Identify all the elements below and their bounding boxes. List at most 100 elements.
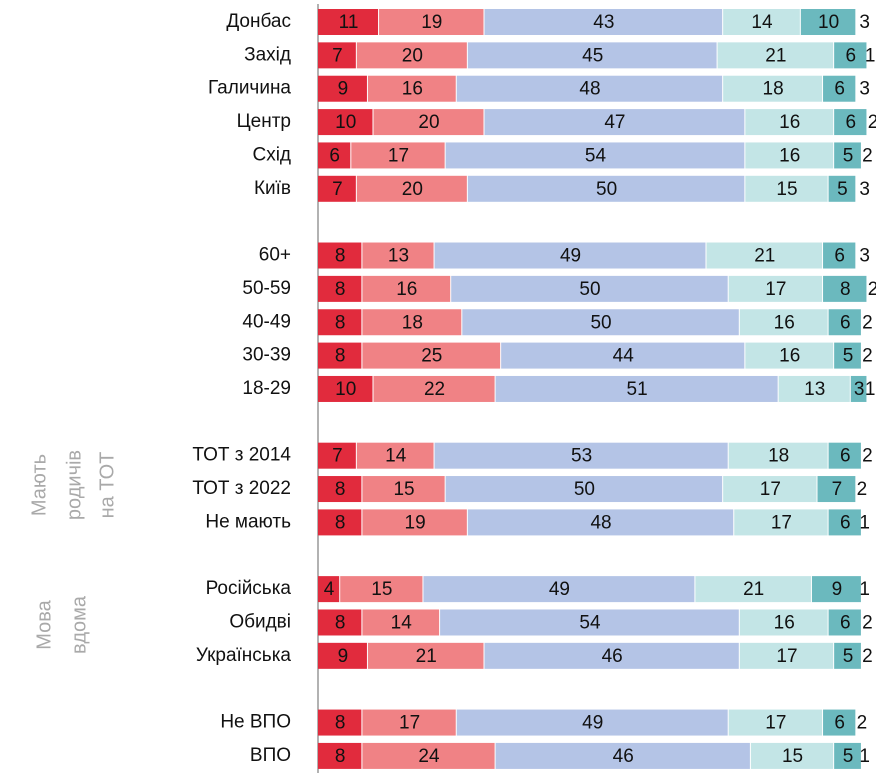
category-label: Російська [206, 578, 292, 599]
bar-segment [739, 309, 828, 336]
data-label: 6 [840, 512, 851, 533]
category-label: Центр [237, 111, 291, 132]
data-label: 50 [574, 479, 595, 500]
category-label: Схід [252, 144, 291, 165]
data-label: 1 [865, 379, 876, 400]
bar-segment [861, 309, 872, 336]
bar-segment [867, 42, 872, 69]
bar-segment [484, 109, 745, 136]
data-label: 50 [596, 179, 617, 200]
bar-segment [834, 142, 861, 169]
bar-segment [462, 309, 739, 336]
bar-segment [867, 109, 876, 136]
data-label: 6 [840, 446, 851, 467]
bar-segment [445, 142, 745, 169]
category-label: ВПО [250, 745, 291, 766]
bar-segment [723, 9, 800, 35]
bar-segment [828, 442, 861, 469]
data-label: 6 [834, 246, 845, 267]
data-label: 3 [859, 79, 870, 100]
bar-segment [362, 309, 462, 336]
data-label: 21 [754, 246, 775, 267]
bar-segment [362, 709, 456, 736]
data-label: 13 [804, 379, 825, 400]
bar-segment [861, 142, 872, 169]
data-label: 49 [582, 713, 603, 734]
category-label: 50-59 [242, 278, 291, 299]
category-label: Обидві [229, 611, 291, 632]
bar-segment [318, 442, 356, 469]
data-label: 45 [582, 45, 603, 66]
bar-segment [850, 375, 867, 402]
data-label: 7 [332, 45, 343, 66]
data-label: 8 [335, 612, 346, 633]
bar-segment [834, 342, 861, 369]
bar-segment [861, 642, 872, 669]
category-label: Не ВПО [220, 712, 291, 733]
data-label: 15 [371, 579, 392, 600]
bar-segment [318, 375, 373, 402]
bar-segment [379, 9, 484, 35]
bar-segment [823, 75, 856, 102]
bar-segment [501, 342, 745, 369]
bar-segment [706, 242, 823, 269]
bar-segment [318, 109, 373, 136]
data-label: 16 [779, 346, 800, 367]
data-label: 21 [416, 646, 437, 667]
category-label: ТОТ з 2022 [192, 478, 291, 499]
bar-segment [745, 175, 828, 202]
data-label: 2 [857, 479, 868, 500]
bar-segment [856, 242, 872, 269]
bar-segment [750, 742, 834, 769]
category-label: Не мають [205, 511, 291, 532]
data-label: 7 [832, 479, 843, 500]
bar-segment [362, 476, 445, 503]
group-label: на ТОТ [96, 452, 118, 519]
data-label: 49 [549, 579, 570, 600]
category-label: 40-49 [242, 311, 291, 332]
bar-segment [362, 609, 440, 636]
data-label: 2 [868, 112, 876, 133]
data-label: 49 [560, 246, 581, 267]
bar-segment [340, 576, 423, 603]
category-label: 60+ [259, 245, 291, 266]
data-label: 48 [579, 79, 600, 100]
data-label: 47 [604, 112, 625, 133]
data-label: 14 [385, 446, 407, 467]
data-label: 2 [862, 312, 873, 333]
bar-segment [318, 142, 351, 169]
bar-segment [318, 75, 367, 102]
data-label: 17 [399, 713, 420, 734]
bar-segment [695, 576, 811, 603]
bar-segment [861, 609, 872, 636]
bar-segment [356, 442, 434, 469]
data-label: 21 [765, 45, 786, 66]
data-label: 8 [335, 479, 346, 500]
data-label: 48 [590, 512, 611, 533]
bar-segment [856, 709, 867, 736]
data-label: 17 [771, 512, 792, 533]
bar-segment [734, 509, 828, 536]
bar-segment [351, 142, 445, 169]
data-label: 54 [579, 612, 601, 633]
data-label: 9 [832, 579, 843, 600]
data-label: 50 [579, 279, 600, 300]
bar-segment [823, 242, 856, 269]
data-label: 5 [843, 145, 854, 166]
bar-segment [856, 75, 872, 102]
bar-segment [318, 576, 340, 603]
bar-segment [451, 275, 728, 302]
data-label: 11 [339, 12, 359, 33]
bar-segment [373, 375, 495, 402]
data-label: 3 [854, 379, 865, 400]
data-label: 2 [862, 145, 873, 166]
bar-segment [778, 375, 850, 402]
bar-segment [362, 509, 467, 536]
bar-segment [861, 576, 867, 603]
bar-segment [723, 75, 823, 102]
bar-segment [728, 275, 823, 302]
bar-segment [823, 709, 856, 736]
data-label: 6 [834, 713, 845, 734]
data-label: 46 [602, 646, 623, 667]
